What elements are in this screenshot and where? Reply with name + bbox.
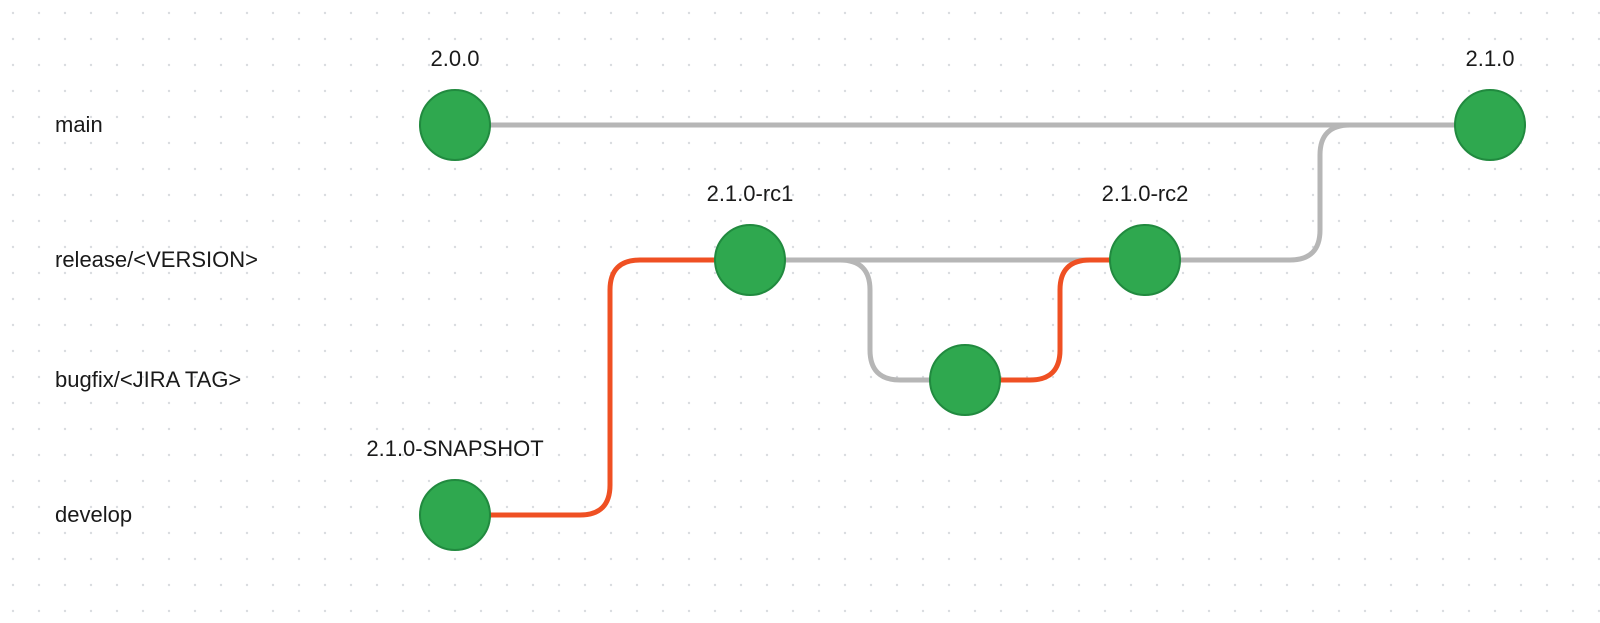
commit-node-bugfix-commit [930,345,1000,415]
git-flow-diagram: main release/<VERSION> bugfix/<JIRA TAG> de… [0,0,1600,623]
commit-node-rel-rc2 [1110,225,1180,295]
commit-label-main-210: 2.1.0 [1466,46,1515,72]
commit-node-main-200 [420,90,490,160]
branch-label-bugfix: bugfix/<JIRA TAG> [55,367,241,393]
commit-node-dev-snapshot [420,480,490,550]
commit-node-rel-rc1 [715,225,785,295]
commit-label-rel-rc1: 2.1.0-rc1 [707,181,794,207]
commit-node-main-210 [1455,90,1525,160]
branch-label-develop: develop [55,502,132,528]
branch-label-main: main [55,112,103,138]
commit-label-dev-snapshot: 2.1.0-SNAPSHOT [366,436,543,462]
commit-label-rel-rc2: 2.1.0-rc2 [1102,181,1189,207]
commit-label-main-200: 2.0.0 [431,46,480,72]
diagram-svg [0,0,1600,623]
branch-label-release: release/<VERSION> [55,247,258,273]
